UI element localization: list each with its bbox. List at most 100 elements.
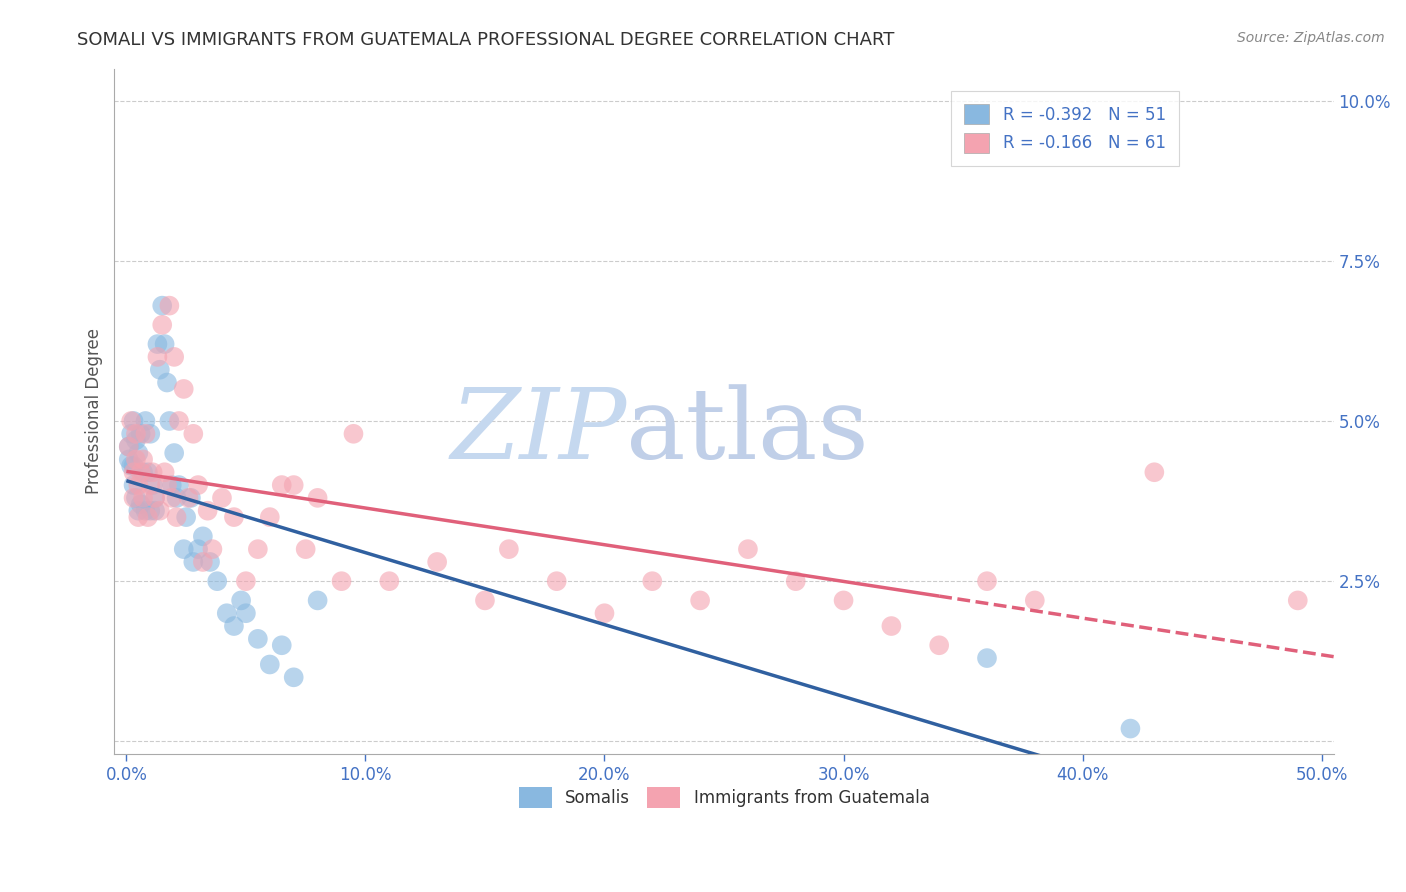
Point bbox=[330, 574, 353, 589]
Point bbox=[125, 491, 148, 505]
Point bbox=[222, 619, 245, 633]
Point bbox=[139, 504, 162, 518]
Point bbox=[832, 593, 855, 607]
Point bbox=[156, 478, 179, 492]
Point bbox=[127, 446, 149, 460]
Point bbox=[127, 510, 149, 524]
Point bbox=[136, 510, 159, 524]
Point bbox=[976, 574, 998, 589]
Point bbox=[129, 465, 152, 479]
Point bbox=[235, 574, 257, 589]
Point bbox=[150, 318, 173, 332]
Point bbox=[167, 414, 190, 428]
Point bbox=[976, 651, 998, 665]
Point bbox=[1119, 722, 1142, 736]
Point bbox=[132, 465, 155, 479]
Point bbox=[120, 458, 142, 473]
Point bbox=[174, 510, 197, 524]
Point bbox=[307, 491, 329, 505]
Point bbox=[139, 478, 162, 492]
Point bbox=[139, 426, 162, 441]
Point bbox=[132, 452, 155, 467]
Point bbox=[134, 426, 156, 441]
Point bbox=[201, 542, 224, 557]
Point bbox=[118, 452, 141, 467]
Point bbox=[142, 465, 165, 479]
Point bbox=[120, 414, 142, 428]
Point bbox=[122, 465, 145, 479]
Point bbox=[546, 574, 568, 589]
Point bbox=[166, 491, 188, 505]
Point bbox=[181, 555, 204, 569]
Point bbox=[205, 574, 228, 589]
Y-axis label: Professional Degree: Professional Degree bbox=[86, 328, 103, 494]
Point bbox=[122, 458, 145, 473]
Point bbox=[211, 491, 233, 505]
Point bbox=[157, 299, 180, 313]
Point bbox=[122, 414, 145, 428]
Point bbox=[129, 426, 152, 441]
Point bbox=[259, 657, 281, 672]
Point bbox=[246, 542, 269, 557]
Point bbox=[191, 529, 214, 543]
Point bbox=[143, 491, 166, 505]
Point bbox=[283, 670, 305, 684]
Point bbox=[142, 478, 165, 492]
Point bbox=[118, 440, 141, 454]
Point bbox=[259, 510, 281, 524]
Point bbox=[153, 337, 176, 351]
Text: Source: ZipAtlas.com: Source: ZipAtlas.com bbox=[1237, 31, 1385, 45]
Point bbox=[177, 491, 200, 505]
Point bbox=[134, 414, 156, 428]
Point bbox=[785, 574, 807, 589]
Text: SOMALI VS IMMIGRANTS FROM GUATEMALA PROFESSIONAL DEGREE CORRELATION CHART: SOMALI VS IMMIGRANTS FROM GUATEMALA PROF… bbox=[77, 31, 894, 49]
Point bbox=[187, 542, 209, 557]
Point bbox=[1024, 593, 1046, 607]
Point bbox=[180, 491, 202, 505]
Point bbox=[125, 434, 148, 448]
Point bbox=[136, 465, 159, 479]
Point bbox=[160, 491, 183, 505]
Point bbox=[122, 478, 145, 492]
Point bbox=[498, 542, 520, 557]
Point bbox=[132, 491, 155, 505]
Legend: Somalis, Immigrants from Guatemala: Somalis, Immigrants from Guatemala bbox=[512, 780, 936, 814]
Point bbox=[149, 362, 172, 376]
Point bbox=[880, 619, 903, 633]
Point bbox=[222, 510, 245, 524]
Point bbox=[167, 478, 190, 492]
Point bbox=[150, 299, 173, 313]
Point bbox=[153, 465, 176, 479]
Point bbox=[127, 478, 149, 492]
Point bbox=[270, 478, 292, 492]
Point bbox=[157, 414, 180, 428]
Point bbox=[129, 497, 152, 511]
Point bbox=[198, 555, 221, 569]
Point bbox=[125, 452, 148, 467]
Point bbox=[125, 426, 148, 441]
Point bbox=[294, 542, 316, 557]
Point bbox=[307, 593, 329, 607]
Point bbox=[181, 426, 204, 441]
Point bbox=[120, 426, 142, 441]
Point bbox=[160, 478, 183, 492]
Point bbox=[173, 542, 195, 557]
Point bbox=[197, 504, 219, 518]
Point bbox=[163, 446, 186, 460]
Point bbox=[118, 440, 141, 454]
Point bbox=[173, 382, 195, 396]
Point bbox=[215, 606, 238, 620]
Text: atlas: atlas bbox=[627, 384, 869, 480]
Point bbox=[737, 542, 759, 557]
Point bbox=[378, 574, 401, 589]
Point bbox=[270, 638, 292, 652]
Point bbox=[143, 504, 166, 518]
Point bbox=[593, 606, 616, 620]
Text: ZIP: ZIP bbox=[450, 384, 627, 480]
Point bbox=[191, 555, 214, 569]
Point bbox=[229, 593, 252, 607]
Point bbox=[146, 337, 169, 351]
Point bbox=[143, 491, 166, 505]
Point bbox=[149, 504, 172, 518]
Point bbox=[641, 574, 664, 589]
